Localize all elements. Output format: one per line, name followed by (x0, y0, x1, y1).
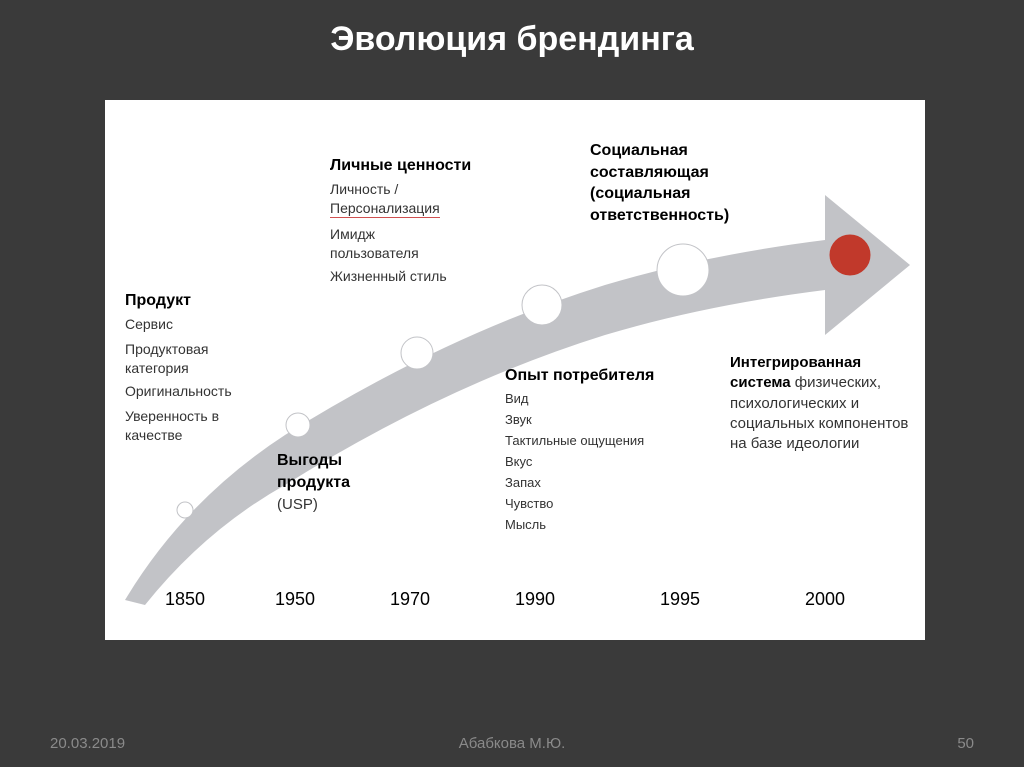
integrated-block: Интегрированная система физических, псих… (730, 353, 910, 454)
timeline-dot-5 (830, 235, 870, 275)
experience-item-3: Вкус (505, 453, 532, 471)
values-line1: Личность / Персонализация (330, 180, 440, 218)
experience-title: Опыт потребителя (505, 365, 654, 387)
product-item-2: Оригинальность (125, 382, 232, 401)
timeline-dot-0 (177, 502, 193, 518)
footer-page: 50 (957, 735, 974, 752)
footer-author: Абабкова М.Ю. (0, 735, 1024, 752)
timeline-dot-1 (286, 413, 310, 437)
product-item-3: Уверенность в качестве (125, 407, 255, 445)
year-5: 2000 (805, 589, 845, 610)
social-title: Социальная составляющая (социальная отве… (590, 140, 765, 226)
benefits-title: Выгоды продукта (277, 450, 377, 493)
values-title: Личные ценности (330, 155, 471, 177)
year-0: 1850 (165, 589, 205, 610)
product-item-0: Сервис (125, 315, 173, 334)
year-3: 1990 (515, 589, 555, 610)
experience-item-0: Вид (505, 390, 529, 408)
year-4: 1995 (660, 589, 700, 610)
values-line1-text: Личность / (330, 181, 398, 197)
values-underlined: Персонализация (330, 200, 440, 218)
experience-item-6: Мысль (505, 516, 546, 534)
slide: Эволюция брендинга Продукт Сервис Продук… (0, 0, 1024, 767)
experience-item-1: Звук (505, 411, 532, 429)
page-title: Эволюция брендинга (0, 20, 1024, 59)
experience-item-4: Запах (505, 474, 541, 492)
experience-item-5: Чувство (505, 495, 553, 513)
timeline-dot-3 (522, 285, 562, 325)
year-1: 1950 (275, 589, 315, 610)
experience-item-2: Тактильные ощущения (505, 432, 644, 450)
benefits-sub: (USP) (277, 495, 318, 515)
timeline-dot-4 (657, 244, 709, 296)
values-item-1: Жизненный стиль (330, 267, 447, 286)
values-item-0: Имидж пользователя (330, 225, 450, 263)
product-title: Продукт (125, 290, 191, 312)
year-2: 1970 (390, 589, 430, 610)
timeline-dot-2 (401, 337, 433, 369)
diagram-panel: Продукт Сервис Продуктовая категория Ори… (105, 100, 925, 640)
product-item-1: Продуктовая категория (125, 340, 245, 378)
